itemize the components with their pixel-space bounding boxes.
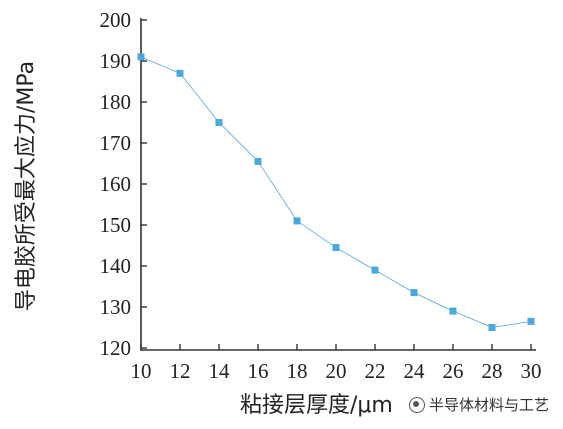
y-tick-label: 190 [100,49,132,73]
x-axis-ticks: 10 12 14 16 18 20 22 24 26 28 30 [131,344,542,383]
data-point [215,119,223,126]
x-tick-label: 22 [365,359,386,383]
data-point [410,289,418,297]
y-tick-label: 120 [100,336,132,360]
x-tick-label: 30 [521,359,542,383]
x-tick-label: 16 [248,359,269,383]
data-point [176,69,184,77]
watermark: 半导体材料与工艺 [408,394,549,415]
series-layer [137,53,535,331]
data-point [371,266,379,274]
x-tick-label: 28 [482,359,503,383]
data-point [449,307,457,315]
y-tick-label: 160 [100,172,132,196]
y-axis-label: 导电胶所受最大应力/MPa [14,61,39,311]
y-tick-label: 140 [100,254,132,278]
y-tick-label: 150 [100,213,132,237]
axis-frame [140,18,536,351]
data-point [254,157,262,165]
y-tick-label: 130 [100,295,132,319]
x-tick-label: 12 [170,359,191,383]
y-tick-label: 180 [100,90,132,114]
axes [140,18,536,351]
data-point [137,53,145,61]
y-axis-ticks: 120 130 140 150 160 170 180 190 200 [100,8,147,360]
x-axis-label: 粘接层厚度/μm [240,393,393,418]
data-point [332,244,340,252]
data-point [488,324,496,331]
x-tick-label: 26 [443,359,464,383]
x-tick-label: 24 [404,359,426,383]
watermark-text: 半导体材料与工艺 [428,396,549,414]
wechat-icon [408,396,425,413]
series-line [140,56,532,328]
data-point [293,217,301,225]
y-tick-label: 200 [100,8,132,32]
x-tick-label: 20 [326,359,347,383]
data-point [527,317,535,325]
y-tick-label: 170 [100,131,132,155]
x-tick-label: 18 [287,359,308,383]
x-tick-label: 14 [209,359,231,383]
x-tick-label: 10 [131,359,152,383]
